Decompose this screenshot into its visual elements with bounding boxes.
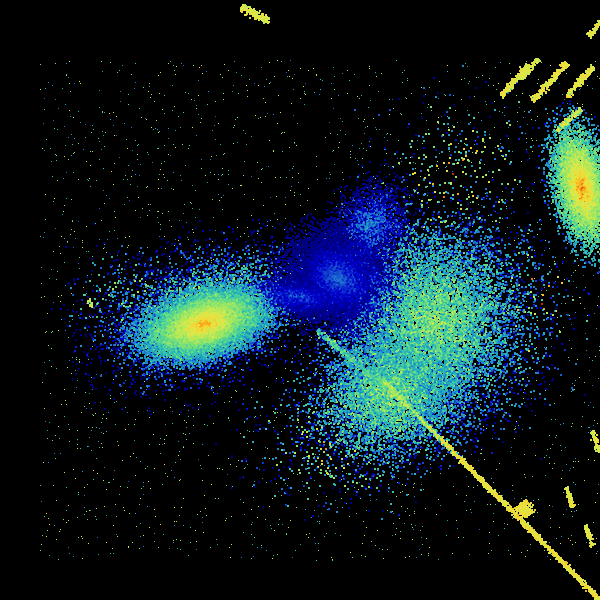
visualization-root: Point Cloud Density Visualization	[0, 0, 600, 600]
scatter-density-canvas	[0, 0, 600, 600]
